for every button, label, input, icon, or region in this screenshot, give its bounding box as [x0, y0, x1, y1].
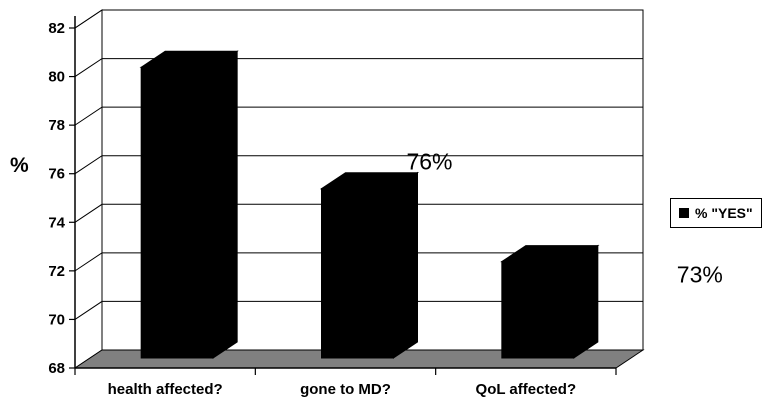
x-tick-labels: health affected? gone to MD? QoL affected?	[108, 381, 576, 398]
gridline	[74, 106, 643, 126]
bar-front	[321, 188, 394, 359]
gridline	[74, 300, 643, 320]
bar	[500, 244, 600, 359]
y-tick-label: 80	[48, 69, 65, 86]
y-axis-label: %	[10, 154, 29, 177]
gridline	[74, 252, 643, 272]
gridline	[74, 155, 643, 175]
legend-label: % "YES"	[695, 205, 753, 221]
data-label: 81%	[246, 0, 292, 3]
x-tick-label: QoL affected?	[476, 381, 577, 398]
y-tick-label: 68	[48, 360, 65, 377]
y-tick-label: 70	[48, 311, 65, 328]
x-tick-label: gone to MD?	[300, 381, 391, 398]
bar-side	[212, 50, 238, 359]
bar-side	[573, 244, 599, 359]
y-tick-labels: 68 70 72 74 76 78 80 82	[48, 20, 65, 377]
bar	[319, 171, 420, 359]
bar	[139, 50, 239, 359]
gridline	[74, 203, 643, 223]
bar-side	[393, 171, 418, 359]
gridlines	[74, 9, 643, 320]
data-labels: 81% 76% 73%	[246, 0, 723, 288]
gridline	[74, 9, 643, 29]
y-tick-label: 72	[48, 263, 65, 280]
legend-swatch	[679, 208, 689, 218]
side-wall	[74, 9, 103, 369]
y-tick-label: 74	[48, 214, 65, 231]
data-label: 76%	[406, 149, 452, 175]
bar-front	[140, 66, 214, 359]
x-tick-label: health affected?	[108, 381, 223, 398]
axes	[69, 16, 617, 375]
data-label: 73%	[677, 262, 723, 288]
y-tick-label: 78	[48, 117, 65, 134]
y-tick-label: 82	[48, 20, 65, 37]
y-tick-label: 76	[48, 166, 65, 183]
legend: % "YES"	[670, 198, 762, 228]
gridline	[74, 58, 643, 77]
bars	[139, 50, 600, 359]
bar-front	[501, 261, 575, 359]
